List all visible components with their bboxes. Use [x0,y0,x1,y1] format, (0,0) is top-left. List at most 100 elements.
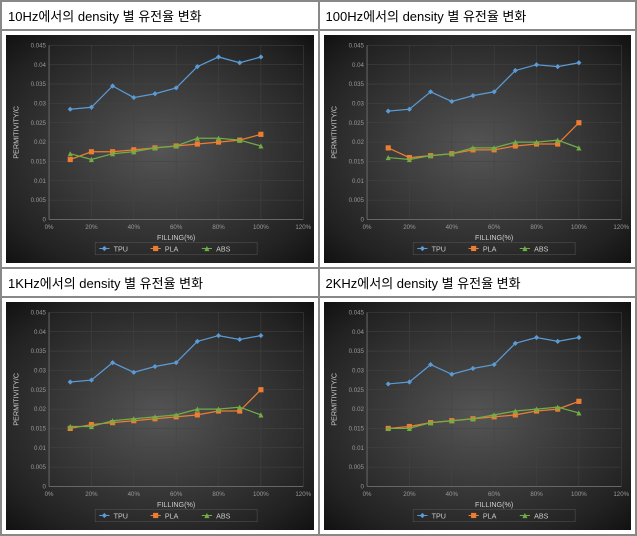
chart-title-1: 100Hz에서의 density 별 유전율 변화 [319,1,637,30]
svg-text:20%: 20% [403,224,416,231]
svg-text:0.015: 0.015 [31,158,47,165]
svg-text:60%: 60% [170,491,183,498]
chart-2: 0 0.005 0.01 0.015 0.02 0.025 0.03 0.035 0.04 0.0… [6,302,314,530]
svg-text:PLA: PLA [165,245,179,254]
svg-text:TPU: TPU [431,512,445,521]
svg-text:0.015: 0.015 [31,425,47,432]
svg-text:60%: 60% [170,224,183,231]
svg-text:0.035: 0.035 [31,348,47,355]
svg-text:100%: 100% [571,491,587,498]
chart-cell-2: 0 0.005 0.01 0.015 0.02 0.025 0.03 0.035 0.04 0.0… [1,297,319,535]
svg-text:PERMITIVITY/C: PERMITIVITY/C [329,373,338,426]
chart-grid: 10Hz에서의 density 별 유전율 변화 100Hz에서의 densit… [0,0,637,536]
svg-text:60%: 60% [488,224,501,231]
svg-text:80%: 80% [212,224,225,231]
svg-text:PERMITIVITY/C: PERMITIVITY/C [329,106,338,159]
svg-text:0.01: 0.01 [34,445,47,452]
svg-text:PERMITIVITY/C: PERMITIVITY/C [11,373,20,426]
chart-cell-3: 0 0.005 0.01 0.015 0.02 0.025 0.03 0.035 0.04 0.0… [319,297,637,535]
svg-text:TPU: TPU [114,512,128,521]
svg-text:0.045: 0.045 [348,309,364,316]
svg-text:40%: 40% [128,224,141,231]
chart-cell-1: 0 0.005 0.01 0.015 0.02 0.025 0.03 0.035 0.04 0.0… [319,30,637,268]
svg-text:40%: 40% [128,491,141,498]
svg-text:ABS: ABS [216,512,231,521]
svg-text:0.04: 0.04 [34,329,47,336]
svg-text:40%: 40% [445,491,458,498]
svg-text:120%: 120% [295,224,311,231]
svg-text:0.005: 0.005 [31,197,47,204]
svg-text:0.035: 0.035 [348,81,364,88]
chart-3: 0 0.005 0.01 0.015 0.02 0.025 0.03 0.035 0.04 0.0… [324,302,632,530]
svg-text:0.02: 0.02 [34,406,47,413]
svg-text:0.025: 0.025 [348,120,364,127]
svg-text:0: 0 [360,484,364,491]
svg-text:0.03: 0.03 [34,100,47,107]
svg-text:0.04: 0.04 [352,329,365,336]
svg-text:TPU: TPU [431,245,445,254]
svg-text:FILLING(%): FILLING(%) [157,500,195,509]
chart-title-2: 1KHz에서의 density 별 유전율 변화 [1,268,319,297]
svg-text:0.03: 0.03 [352,100,365,107]
svg-text:PLA: PLA [482,245,496,254]
svg-text:PERMITIVITY/C: PERMITIVITY/C [11,106,20,159]
svg-text:FILLING(%): FILLING(%) [475,500,513,509]
svg-text:0: 0 [360,217,364,224]
svg-text:ABS: ABS [534,245,549,254]
svg-text:0.02: 0.02 [34,139,47,146]
svg-text:0.025: 0.025 [348,387,364,394]
svg-text:0.045: 0.045 [348,42,364,49]
svg-text:80%: 80% [530,491,543,498]
svg-text:ABS: ABS [216,245,231,254]
svg-text:0.035: 0.035 [348,348,364,355]
svg-text:0.03: 0.03 [352,367,365,374]
svg-text:FILLING(%): FILLING(%) [157,233,195,242]
svg-text:0.035: 0.035 [31,81,47,88]
chart-cell-0: 0 0.005 0.01 0.015 0.02 0.025 0.03 0.035 0.04 0.0… [1,30,319,268]
svg-text:0.03: 0.03 [34,367,47,374]
svg-text:0.01: 0.01 [34,178,47,185]
svg-text:0.01: 0.01 [352,445,365,452]
chart-0: 0 0.005 0.01 0.015 0.02 0.025 0.03 0.035 0.04 0.0… [6,35,314,263]
svg-text:0.045: 0.045 [31,42,47,49]
svg-text:0%: 0% [362,224,371,231]
svg-text:120%: 120% [613,224,629,231]
svg-text:100%: 100% [571,224,587,231]
svg-text:0: 0 [43,484,47,491]
svg-text:80%: 80% [212,491,225,498]
svg-text:0.015: 0.015 [348,425,364,432]
svg-text:0.02: 0.02 [352,139,365,146]
svg-text:20%: 20% [85,491,98,498]
svg-text:0.04: 0.04 [34,62,47,69]
chart-title-3: 2KHz에서의 density 별 유전율 변화 [319,268,637,297]
svg-text:0.025: 0.025 [31,120,47,127]
svg-text:0.005: 0.005 [348,464,364,471]
svg-text:0.01: 0.01 [352,178,365,185]
svg-text:100%: 100% [253,224,269,231]
svg-text:FILLING(%): FILLING(%) [475,233,513,242]
svg-text:0%: 0% [45,491,54,498]
svg-text:100%: 100% [253,491,269,498]
svg-text:0.005: 0.005 [348,197,364,204]
svg-text:ABS: ABS [534,512,549,521]
svg-text:0.04: 0.04 [352,62,365,69]
svg-text:40%: 40% [445,224,458,231]
svg-text:80%: 80% [530,224,543,231]
svg-text:0%: 0% [362,491,371,498]
svg-text:0.005: 0.005 [31,464,47,471]
svg-text:0.025: 0.025 [31,387,47,394]
svg-text:TPU: TPU [114,245,128,254]
svg-text:0: 0 [43,217,47,224]
svg-text:20%: 20% [403,491,416,498]
svg-text:PLA: PLA [482,512,496,521]
svg-text:PLA: PLA [165,512,179,521]
svg-text:60%: 60% [488,491,501,498]
svg-text:20%: 20% [85,224,98,231]
svg-text:120%: 120% [295,491,311,498]
svg-text:0.02: 0.02 [352,406,365,413]
svg-text:0.015: 0.015 [348,158,364,165]
chart-1: 0 0.005 0.01 0.015 0.02 0.025 0.03 0.035 0.04 0.0… [324,35,632,263]
svg-text:0%: 0% [45,224,54,231]
svg-text:120%: 120% [613,491,629,498]
svg-text:0.045: 0.045 [31,309,47,316]
